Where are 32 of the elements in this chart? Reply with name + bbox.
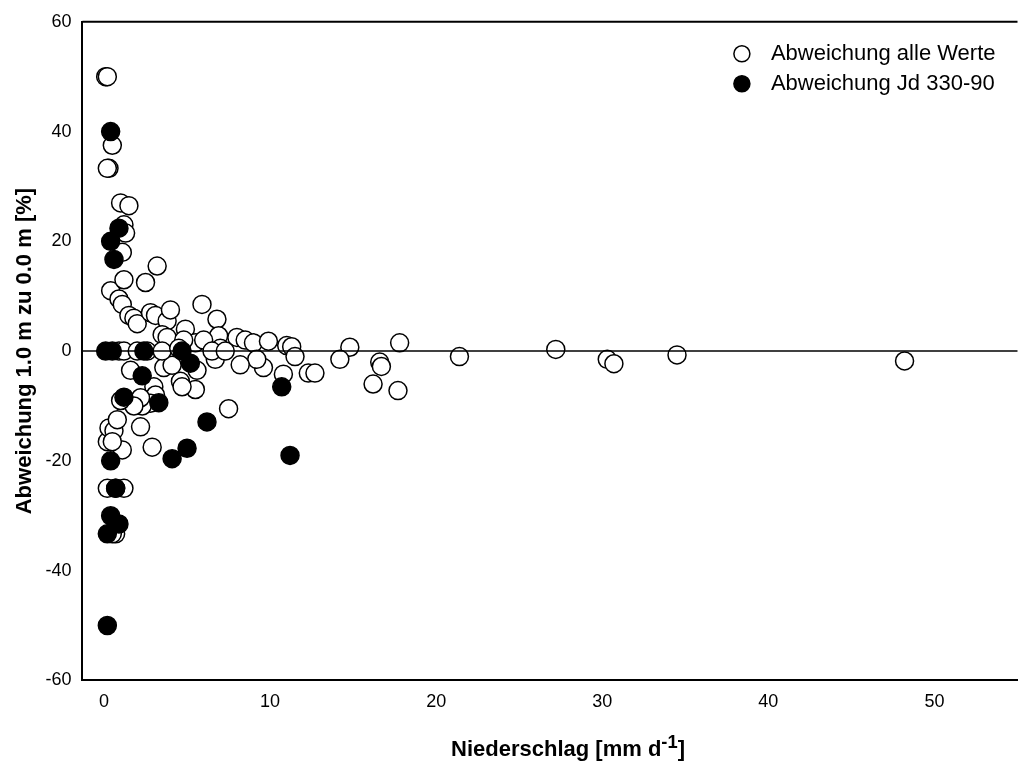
point <box>100 451 121 471</box>
point <box>177 438 197 458</box>
x-tick-label: 20 <box>426 691 447 712</box>
x-tick-label: 10 <box>260 691 281 712</box>
point <box>162 448 182 469</box>
x-tick-label: 0 <box>99 691 110 712</box>
legend-label: Abweichung alle Werte <box>770 39 996 65</box>
y-axis-title: Abweichung 1.0 m zu 0.0 m [%] <box>11 187 37 515</box>
point <box>97 615 118 636</box>
point <box>180 353 201 373</box>
y-tick-label: 40 <box>51 120 72 141</box>
y-tick-label: -20 <box>45 449 72 470</box>
point <box>271 377 292 397</box>
point <box>280 445 300 466</box>
point <box>114 387 134 407</box>
point <box>197 412 217 432</box>
point <box>132 366 152 386</box>
x-tick-label: 40 <box>758 691 779 712</box>
x-tick-label: 30 <box>592 691 613 712</box>
point <box>100 121 121 142</box>
legend-label: Abweichung Jd 330-90 <box>770 69 995 95</box>
point <box>97 524 118 544</box>
point <box>149 392 169 413</box>
y-tick-label: -60 <box>45 669 72 690</box>
y-tick-label: 0 <box>61 340 72 361</box>
y-tick-label: -40 <box>45 559 72 580</box>
y-tick-label: 20 <box>51 230 72 251</box>
x-axis-title: Niederschlag [mm d$^{-1}$] <box>450 730 686 762</box>
point <box>104 249 124 270</box>
point <box>100 231 121 252</box>
y-tick-label: 60 <box>51 10 72 31</box>
x-tick-label: 50 <box>924 691 945 712</box>
